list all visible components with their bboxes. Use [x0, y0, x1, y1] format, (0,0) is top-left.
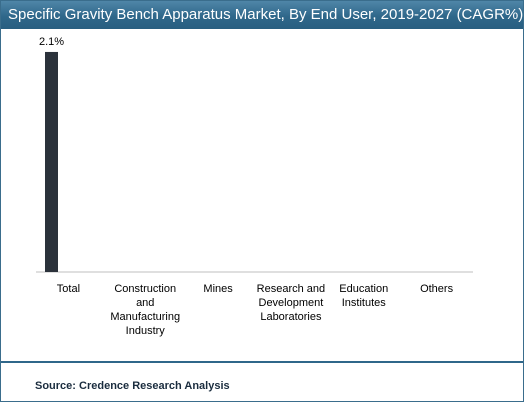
x-tick-label: Others — [420, 283, 454, 295]
source-note: Source: Credence Research Analysis — [35, 380, 230, 392]
x-tick-label: Mines — [203, 283, 233, 295]
chart-plot: Total 2.1% Construction and Manufacturing Ind… — [36, 36, 473, 337]
data-label: 2.1% — [39, 36, 64, 48]
x-tick-label: Research and Development Laboratories — [257, 283, 326, 323]
x-tick-label: Education Institutes — [339, 283, 388, 309]
bar — [45, 51, 58, 273]
x-tick-label: Construction and Manufacturing Industry — [110, 283, 180, 337]
x-tick-label: Total — [57, 283, 80, 295]
chart-title: Specific Gravity Bench Apparatus Market,… — [1, 1, 523, 29]
source-divider — [1, 361, 523, 363]
